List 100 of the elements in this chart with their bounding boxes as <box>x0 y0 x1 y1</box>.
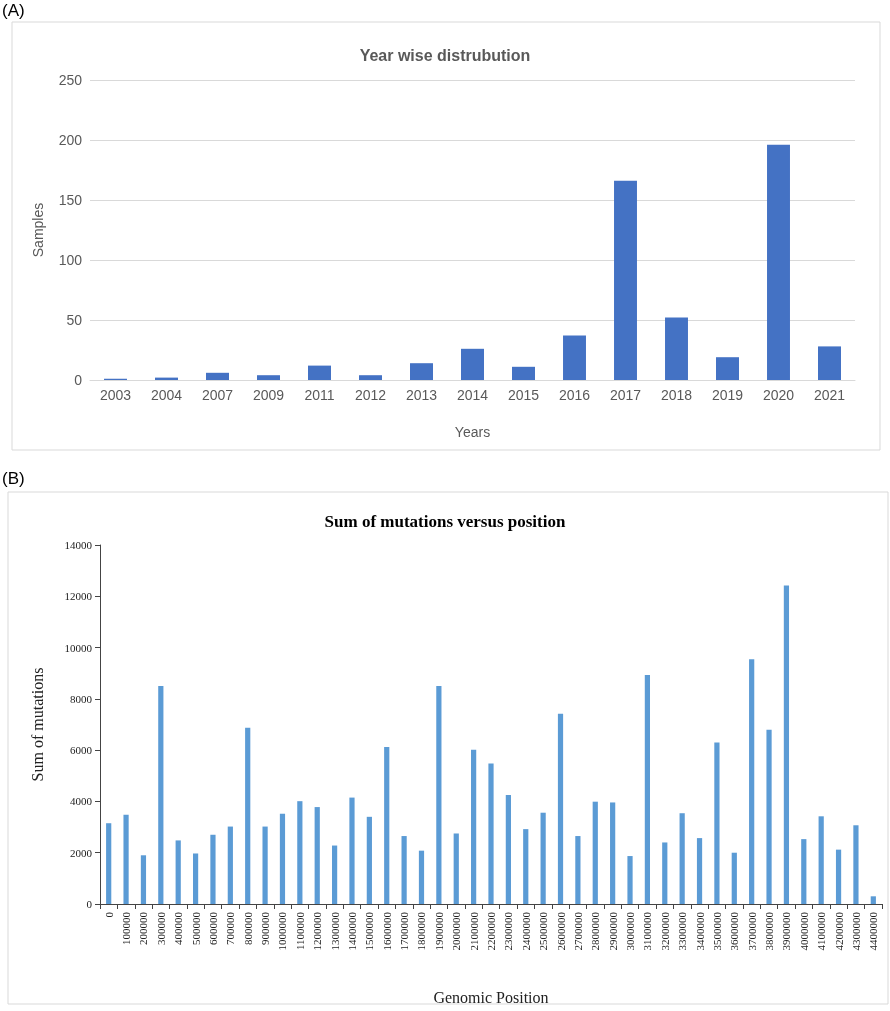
bar <box>314 807 320 904</box>
x-tick-label: 400000 <box>172 911 185 945</box>
x-tick-label: 3700000 <box>745 911 758 951</box>
bar <box>665 317 688 380</box>
bar <box>245 727 251 904</box>
x-tick-label: 1300000 <box>328 911 341 951</box>
bar <box>471 749 477 904</box>
x-tick-label: 2300000 <box>502 911 515 951</box>
x-tick-label: 3000000 <box>624 911 637 951</box>
bar <box>870 896 876 904</box>
y-axis-title: Samples <box>30 202 46 258</box>
bar <box>366 816 372 904</box>
x-tick-label: 100000 <box>120 911 133 945</box>
x-tick-label: 4000000 <box>797 911 810 951</box>
x-tick-label: 3200000 <box>658 911 671 951</box>
y-tick-label: 14000 <box>64 539 93 551</box>
bar <box>227 826 233 904</box>
bar <box>175 840 181 904</box>
x-tick-label: 3500000 <box>710 911 723 951</box>
x-tick-label: 0 <box>102 911 115 918</box>
y-tick-label: 200 <box>58 132 83 148</box>
x-tick-label: 2015 <box>507 387 540 403</box>
bar <box>679 813 685 904</box>
x-tick-label: 2012 <box>354 387 387 403</box>
bar <box>592 801 598 904</box>
bar <box>523 829 529 904</box>
bar <box>853 825 859 904</box>
bar <box>308 365 331 380</box>
x-tick-label: 1400000 <box>345 911 358 951</box>
y-tick-label: 4000 <box>70 795 93 808</box>
chart-title: Year wise distrubution <box>359 46 531 64</box>
x-tick-label: 2011 <box>304 387 335 403</box>
bar <box>257 375 280 380</box>
x-tick-label: 1200000 <box>311 911 324 951</box>
x-tick-label: 2009 <box>252 387 285 403</box>
bar <box>418 850 425 904</box>
x-tick-label: 2019 <box>711 387 744 403</box>
y-tick-label: 10000 <box>64 641 93 654</box>
bar <box>384 747 390 904</box>
bar <box>557 713 564 904</box>
x-tick-label: 1000000 <box>276 911 289 951</box>
bar <box>401 836 407 904</box>
bar <box>106 823 112 904</box>
x-tick-label: 4200000 <box>832 911 845 951</box>
y-tick-label: 0 <box>74 372 83 388</box>
bar <box>123 814 129 904</box>
bar <box>540 812 546 904</box>
x-tick-label: 800000 <box>241 911 254 945</box>
bar <box>835 849 842 904</box>
bar <box>575 836 581 904</box>
bar <box>359 375 382 380</box>
x-tick-label: 4100000 <box>815 911 828 951</box>
bar <box>627 856 633 904</box>
bar <box>662 842 668 904</box>
y-tick-label: 250 <box>58 72 83 88</box>
bar <box>262 826 268 904</box>
x-tick-label: 900000 <box>259 911 272 945</box>
x-tick-label: 200000 <box>137 911 150 945</box>
bar <box>767 144 790 380</box>
bar <box>614 180 637 380</box>
text: (A) <box>2 1 25 20</box>
bar <box>801 839 807 904</box>
y-tick-label: 50 <box>66 312 83 328</box>
x-tick-label: 2000000 <box>450 911 463 951</box>
x-tick-label: 2021 <box>813 387 846 403</box>
x-tick-label: 2013 <box>405 387 438 403</box>
bar <box>512 366 535 380</box>
bar <box>818 346 841 380</box>
x-tick-label: 2016 <box>558 387 591 403</box>
x-tick-label: 1900000 <box>432 911 445 951</box>
x-tick-label: 2400000 <box>519 911 532 951</box>
bar <box>410 363 433 380</box>
bar <box>749 659 755 904</box>
bar <box>783 585 790 904</box>
bar <box>714 742 720 904</box>
x-tick-label: 600000 <box>206 911 219 945</box>
bar <box>453 833 459 904</box>
x-tick-label: 2004 <box>150 387 183 403</box>
x-tick-label: 2018 <box>660 387 693 403</box>
bar <box>210 834 216 904</box>
bar <box>696 838 703 904</box>
x-tick-label: 1600000 <box>380 911 393 951</box>
x-tick-label: 1100000 <box>293 911 306 951</box>
y-tick-label: 0 <box>86 898 93 910</box>
bar <box>766 729 772 904</box>
bar <box>297 801 303 904</box>
x-tick-label: 3600000 <box>728 911 741 951</box>
y-tick-label: 2000 <box>70 846 93 859</box>
bar <box>563 335 586 380</box>
x-tick-label: 2003 <box>99 387 132 403</box>
bar <box>488 763 494 904</box>
y-axis-title: Sum of mutations <box>28 667 46 782</box>
x-tick-label: 2200000 <box>485 911 497 951</box>
y-tick-label: 8000 <box>70 692 93 705</box>
x-tick-label: 2500000 <box>537 911 550 951</box>
x-tick-label: 2020 <box>762 387 795 403</box>
x-tick-label: 300000 <box>154 911 167 945</box>
x-tick-label: 500000 <box>189 911 202 945</box>
x-tick-label: 1800000 <box>415 911 428 951</box>
bar <box>279 813 286 904</box>
